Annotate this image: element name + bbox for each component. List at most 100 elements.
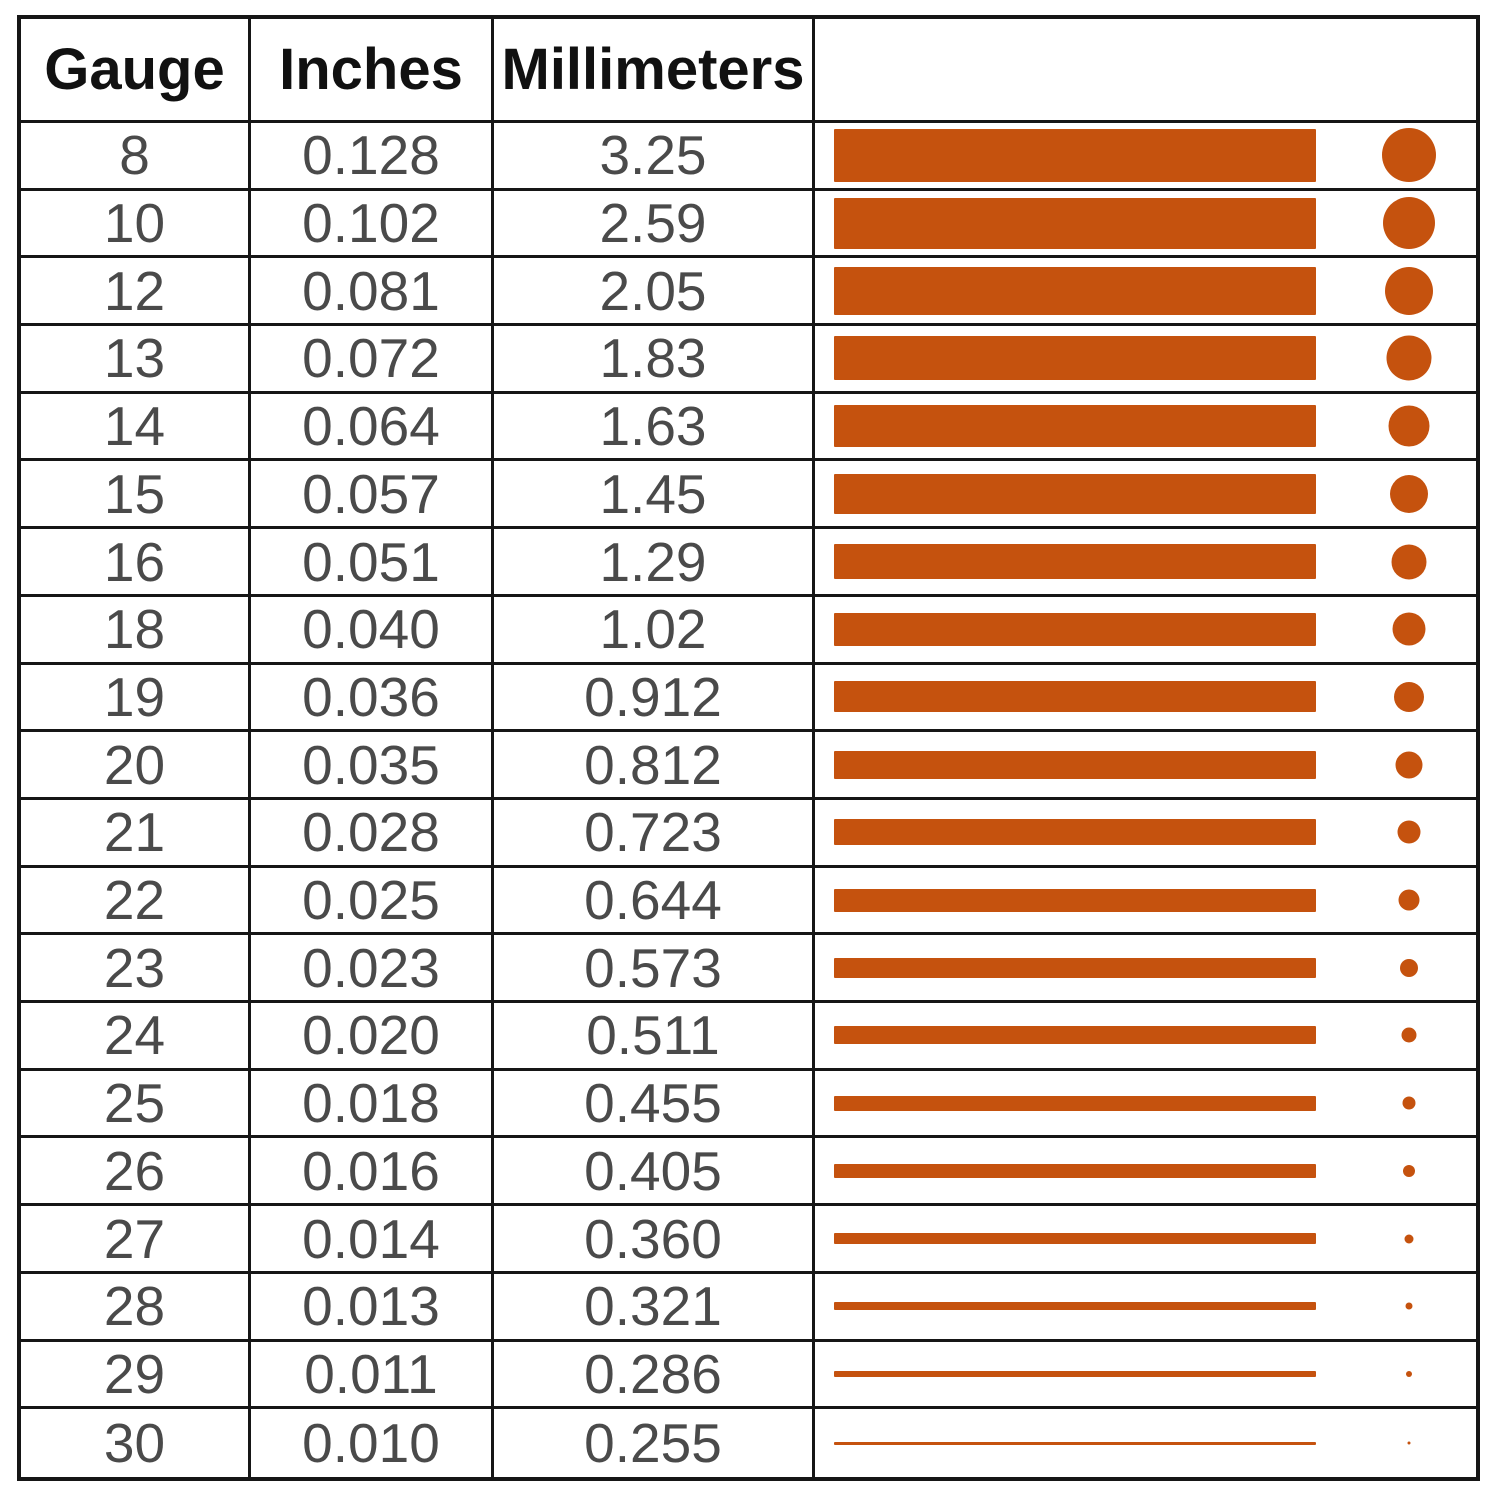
inches-value: 0.057 bbox=[251, 461, 494, 530]
inches-value: 0.072 bbox=[251, 326, 494, 394]
wire-visual-cell bbox=[815, 1341, 1476, 1410]
millimeters-value: 1.83 bbox=[494, 326, 815, 394]
gauge-value: 16 bbox=[21, 529, 251, 597]
millimeters-value: 0.255 bbox=[494, 1409, 815, 1477]
inches-value: 0.011 bbox=[251, 1341, 494, 1410]
wire-visual-cell bbox=[815, 867, 1476, 936]
wire-visual-cell bbox=[815, 1273, 1476, 1342]
inches-value: 0.025 bbox=[251, 867, 494, 936]
millimeters-value: 1.45 bbox=[494, 461, 815, 530]
wire-visual-cell bbox=[815, 664, 1476, 733]
inches-value: 0.020 bbox=[251, 1003, 494, 1071]
gauge-value: 26 bbox=[21, 1138, 251, 1207]
wire-visual-cell bbox=[815, 1003, 1476, 1071]
millimeters-value: 2.59 bbox=[494, 190, 815, 259]
gauge-value: 27 bbox=[21, 1206, 251, 1274]
wire-diameter-dot bbox=[1398, 889, 1420, 911]
wire-diameter-dot bbox=[1388, 405, 1430, 447]
wire-thickness-bar bbox=[834, 888, 1316, 912]
wire-visual-cell bbox=[815, 393, 1476, 462]
wire-diameter-dot bbox=[1385, 266, 1433, 315]
wire-thickness-bar bbox=[834, 266, 1316, 315]
gauge-value: 24 bbox=[21, 1003, 251, 1071]
wire-thickness-bar bbox=[834, 681, 1316, 713]
inches-value: 0.028 bbox=[251, 799, 494, 868]
wire-visual-cell bbox=[815, 799, 1476, 868]
wire-diameter-dot bbox=[1404, 1234, 1414, 1244]
wire-thickness-bar bbox=[834, 1441, 1316, 1445]
wire-visual-cell bbox=[815, 461, 1476, 530]
header-visual-empty bbox=[815, 19, 1476, 123]
inches-value: 0.051 bbox=[251, 529, 494, 597]
wire-diameter-dot bbox=[1382, 128, 1436, 183]
wire-diameter-dot bbox=[1395, 751, 1423, 779]
inches-value: 0.010 bbox=[251, 1409, 494, 1477]
inches-value: 0.023 bbox=[251, 935, 494, 1004]
header-inches: Inches bbox=[251, 19, 494, 123]
wire-visual-cell bbox=[815, 529, 1476, 597]
wire-thickness-bar bbox=[834, 1095, 1316, 1111]
millimeters-value: 1.02 bbox=[494, 596, 815, 665]
gauge-value: 10 bbox=[21, 190, 251, 259]
gauge-value: 30 bbox=[21, 1409, 251, 1477]
millimeters-value: 0.644 bbox=[494, 867, 815, 936]
gauge-value: 19 bbox=[21, 664, 251, 733]
millimeters-value: 1.63 bbox=[494, 393, 815, 462]
wire-thickness-bar bbox=[834, 1370, 1316, 1377]
wire-visual-cell bbox=[815, 1070, 1476, 1139]
wire-thickness-bar bbox=[834, 612, 1316, 646]
wire-thickness-bar bbox=[834, 750, 1316, 779]
millimeters-value: 0.573 bbox=[494, 935, 815, 1004]
millimeters-value: 0.321 bbox=[494, 1273, 815, 1342]
millimeters-value: 0.912 bbox=[494, 664, 815, 733]
wire-diameter-dot bbox=[1397, 820, 1421, 844]
wire-diameter-dot bbox=[1392, 612, 1426, 646]
millimeters-value: 1.29 bbox=[494, 529, 815, 597]
wire-visual-cell bbox=[815, 596, 1476, 665]
wire-thickness-bar bbox=[834, 1026, 1316, 1045]
wire-thickness-bar bbox=[834, 473, 1316, 514]
inches-value: 0.064 bbox=[251, 393, 494, 462]
inches-value: 0.040 bbox=[251, 596, 494, 665]
gauge-value: 20 bbox=[21, 732, 251, 800]
millimeters-value: 0.455 bbox=[494, 1070, 815, 1139]
wire-diameter-dot bbox=[1400, 958, 1418, 977]
gauge-value: 13 bbox=[21, 326, 251, 394]
gauge-value: 12 bbox=[21, 258, 251, 327]
wire-thickness-bar bbox=[834, 405, 1316, 448]
gauge-value: 29 bbox=[21, 1341, 251, 1410]
gauge-value: 8 bbox=[21, 123, 251, 191]
inches-value: 0.035 bbox=[251, 732, 494, 800]
inches-value: 0.013 bbox=[251, 1273, 494, 1342]
wire-diameter-dot bbox=[1401, 1027, 1417, 1043]
inches-value: 0.128 bbox=[251, 123, 494, 191]
inches-value: 0.036 bbox=[251, 664, 494, 733]
millimeters-value: 0.812 bbox=[494, 732, 815, 800]
gauge-value: 15 bbox=[21, 461, 251, 530]
wire-diameter-dot bbox=[1383, 197, 1435, 250]
header-millimeters: Millimeters bbox=[494, 19, 815, 123]
gauge-value: 28 bbox=[21, 1273, 251, 1342]
wire-thickness-bar bbox=[834, 197, 1316, 249]
gauge-value: 21 bbox=[21, 799, 251, 868]
wire-thickness-bar bbox=[834, 1163, 1316, 1178]
wire-visual-cell bbox=[815, 190, 1476, 259]
millimeters-value: 2.05 bbox=[494, 258, 815, 327]
wire-diameter-dot bbox=[1403, 1164, 1415, 1177]
wire-diameter-dot bbox=[1394, 681, 1424, 712]
wire-thickness-bar bbox=[834, 544, 1316, 580]
wire-visual-cell bbox=[815, 123, 1476, 191]
millimeters-value: 0.286 bbox=[494, 1341, 815, 1410]
inches-value: 0.014 bbox=[251, 1206, 494, 1274]
inches-value: 0.081 bbox=[251, 258, 494, 327]
wire-visual-cell bbox=[815, 732, 1476, 800]
wire-visual-cell bbox=[815, 935, 1476, 1004]
wire-thickness-bar bbox=[834, 819, 1316, 846]
wire-visual-cell bbox=[815, 1206, 1476, 1274]
millimeters-value: 0.511 bbox=[494, 1003, 815, 1071]
inches-value: 0.018 bbox=[251, 1070, 494, 1139]
wire-visual-cell bbox=[815, 258, 1476, 327]
gauge-value: 23 bbox=[21, 935, 251, 1004]
wire-thickness-bar bbox=[834, 957, 1316, 978]
